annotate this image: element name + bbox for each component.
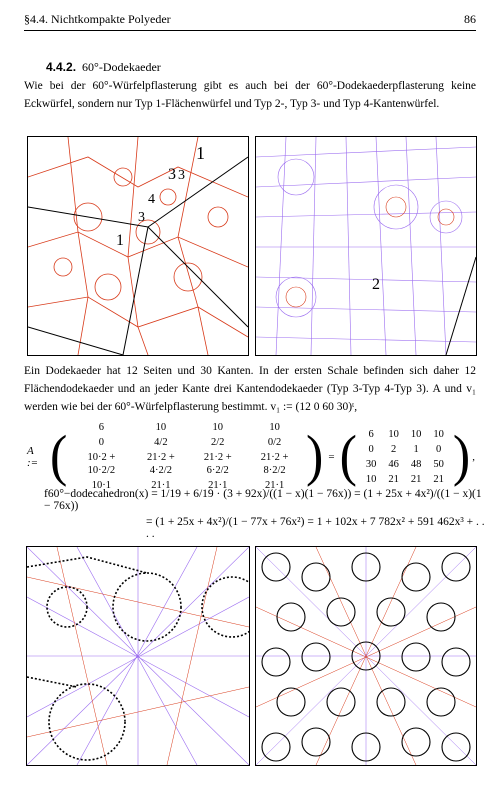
fig1-label: 1 xyxy=(196,143,205,163)
matrix-cell: 0 xyxy=(98,437,104,448)
matrix-cell: 10 xyxy=(212,422,223,433)
figure-tiling-bottom-left xyxy=(26,546,250,766)
page-number: 86 xyxy=(464,12,476,26)
matrix-cell: 6 xyxy=(368,428,374,440)
paragraph-intro: Wie bei der 60°-Würfelpflasterung gibt e… xyxy=(24,80,476,110)
matrix-tail: , xyxy=(472,450,475,463)
section-number: 4.4.2. xyxy=(46,60,77,74)
fig1-label: 1 xyxy=(116,232,124,249)
matrix-left: 6 10 10 10 0 4/2 2/2 0/2 10·2 + 10·2/2 21·2 + 4… xyxy=(69,419,304,494)
matrix-cell: 4/2 xyxy=(154,437,168,448)
matrix-cell: 0 xyxy=(368,443,374,455)
matrix-cell: 2/2 xyxy=(211,437,225,448)
matrix-cell: 10 xyxy=(388,428,399,440)
matrix-cell: 21 xyxy=(410,473,422,485)
matrix-lhs: A := xyxy=(27,444,39,469)
matrix-cell: 21·1 xyxy=(151,480,171,491)
fig1-label: 4 xyxy=(148,192,155,207)
matrix-equals: = xyxy=(328,450,335,463)
matrix-cell: 30 xyxy=(365,458,377,470)
fig1-label: 3 xyxy=(168,166,176,183)
tiling-svg xyxy=(256,547,476,765)
matrix-cell: 1 xyxy=(413,443,419,455)
matrix-cell: 10·1 xyxy=(91,480,111,491)
matrix-cell: 48 xyxy=(410,458,422,470)
matrix-cell: 6 xyxy=(98,422,104,433)
formula-generating-function: f60°−dodecahedron(x) = 1/19 + 6/19 · (3 … xyxy=(44,488,482,512)
matrix-cell: 46 xyxy=(388,458,399,470)
matrix-cell: 21·2 + 4·2/2 xyxy=(146,452,175,476)
matrix-cell: 21·2 + 8·2/2 xyxy=(260,452,289,476)
figure-tiling-top-right: 2 xyxy=(255,136,477,356)
matrix-cell: 21 xyxy=(433,473,444,485)
matrix-cell: 10 xyxy=(365,473,377,485)
matrix-cell: 21 xyxy=(388,473,399,485)
section-heading: 4.4.2. 60°-Dodekaeder xyxy=(46,60,161,75)
tiling-svg: 2 xyxy=(256,137,476,355)
formula-series: = (1 + 25x + 4x²)/(1 − 77x + 76x²) = 1 +… xyxy=(146,516,485,540)
matrix-equation: A := ( 6 10 10 10 0 4/2 2/2 0/2 10·2 + 10·2/2 2… xyxy=(26,418,476,495)
figure-tiling-top-left: 1 3 4 3 1 3 xyxy=(27,136,249,356)
matrix-cell: 21·1 xyxy=(264,480,285,491)
matrix-cell: 10 xyxy=(155,422,167,433)
running-header: §4.4. Nichtkompakte Polyeder xyxy=(24,12,171,26)
fig1-label: 3 xyxy=(138,210,145,225)
matrix-cell: 0 xyxy=(436,443,442,455)
figure-tiling-bottom-right xyxy=(255,546,477,766)
fig2-label: 2 xyxy=(372,276,380,293)
fig1-label: 3 xyxy=(178,168,185,183)
matrix-cell: 10 xyxy=(433,428,444,440)
tiling-svg: 1 3 4 3 1 3 xyxy=(28,137,248,355)
paragraph-description: Ein Dodekaeder hat 12 Seiten und 30 Kant… xyxy=(24,365,476,413)
header-rule xyxy=(24,30,476,31)
matrix-cell: 0/2 xyxy=(267,437,282,448)
matrix-cell: 10 xyxy=(410,428,422,440)
matrix-cell: 21·2 + 6·2/2 xyxy=(203,452,232,476)
matrix-cell: 21·1 xyxy=(208,480,228,491)
matrix-cell: 10·2 + 10·2/2 xyxy=(87,452,116,476)
matrix-cell: 10 xyxy=(269,422,280,433)
matrix-cell: 2 xyxy=(391,443,397,455)
tiling-svg xyxy=(27,547,249,765)
matrix-cell: 50 xyxy=(433,458,444,470)
section-title: 60°-Dodekaeder xyxy=(82,60,161,74)
